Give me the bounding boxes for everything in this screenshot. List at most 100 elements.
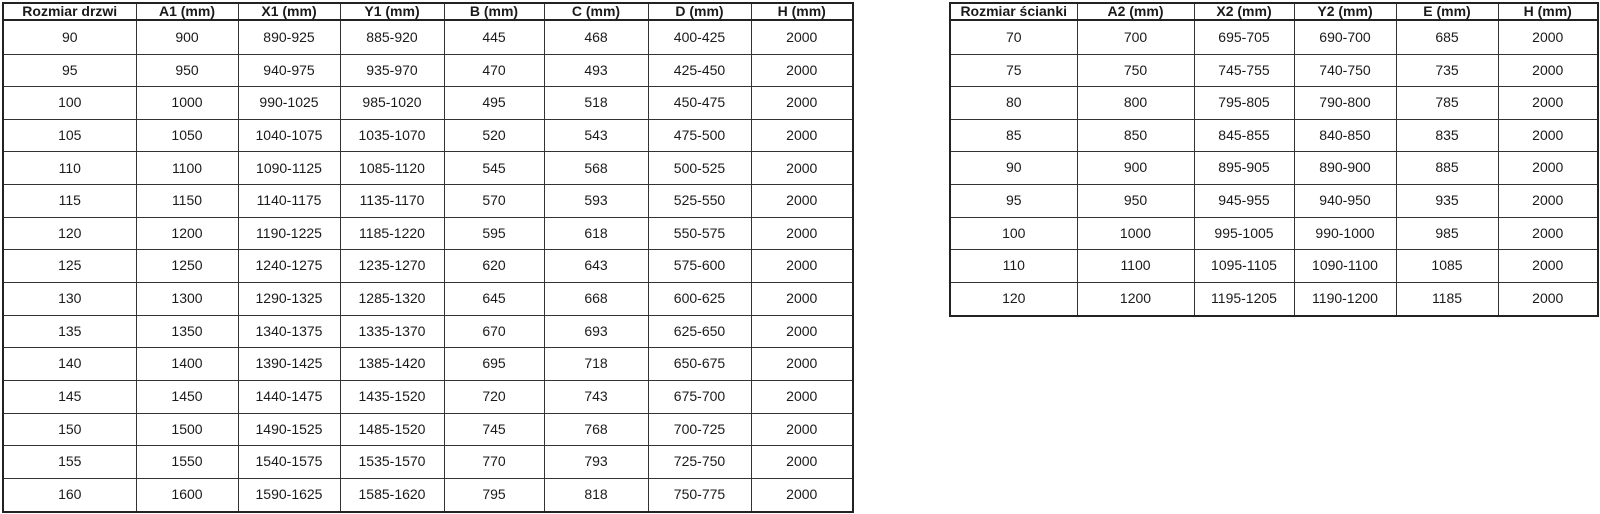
table-cell: 1000 (135, 86, 239, 120)
column-header: Rozmiar drzwi (2, 2, 137, 22)
table-cell: 695 (443, 347, 545, 381)
table-cell: 985 (1395, 216, 1499, 251)
table-cell: 1340-1375 (237, 314, 341, 349)
table-cell: 2000 (750, 151, 854, 186)
table-cell: 668 (543, 282, 649, 316)
table-cell: 1185-1220 (339, 216, 445, 251)
table-row: 155 1550 1540-1575 1535-1570 770 793 725-750 20… (2, 445, 854, 479)
table-cell: 670 (443, 314, 545, 349)
table-cell: 115 (2, 184, 137, 218)
table-cell: 1385-1420 (339, 347, 445, 381)
table-cell: 625-650 (647, 314, 752, 349)
table-cell: 2000 (750, 118, 854, 153)
table-cell: 1450 (135, 379, 239, 414)
column-header: E (mm) (1395, 2, 1499, 22)
table-cell: 935 (1395, 183, 1499, 218)
table-cell: 475-500 (647, 118, 752, 153)
column-header: A1 (mm) (135, 2, 239, 22)
header-row: Rozmiar drzwi A1 (mm) X1 (mm) Y1 (mm) B (mm)… (2, 2, 854, 22)
table-cell: 155 (2, 445, 137, 479)
table-cell: 125 (2, 249, 137, 283)
table-row: 75 750 745-755 740-750 735 2000 (949, 53, 1599, 88)
table-row: 150 1500 1490-1525 1485-1520 745 768 700-725 20… (2, 412, 854, 447)
table-cell: 795-805 (1193, 86, 1295, 120)
table-row: 125 1250 1240-1275 1235-1270 620 643 575-600 20… (2, 249, 854, 283)
table-cell: 950 (1076, 183, 1195, 218)
table-cell: 620 (443, 249, 545, 283)
table-cell: 2000 (750, 86, 854, 120)
table-cell: 575-600 (647, 249, 752, 283)
table-cell: 1300 (135, 282, 239, 316)
table-cell: 135 (2, 314, 137, 349)
table-row: 120 1200 1195-1205 1190-1200 1185 2000 (949, 281, 1599, 317)
table-cell: 95 (949, 183, 1078, 218)
table-row: 70 700 695-705 690-700 685 2000 (949, 19, 1599, 55)
table-cell: 1440-1475 (237, 379, 341, 414)
table-cell: 2000 (750, 477, 854, 513)
table-cell: 790-800 (1293, 86, 1397, 120)
column-header: H (mm) (1497, 2, 1599, 22)
table-cell: 1200 (135, 216, 239, 251)
table-cell: 900 (1076, 151, 1195, 185)
table-cell: 2000 (750, 412, 854, 447)
table-cell: 2000 (1497, 183, 1599, 218)
table-cell: 450-475 (647, 86, 752, 120)
table-cell: 1290-1325 (237, 282, 341, 316)
table-cell: 890-900 (1293, 151, 1397, 185)
column-header: D (mm) (647, 2, 752, 22)
column-header: X2 (mm) (1193, 2, 1295, 22)
table-row: 80 800 795-805 790-800 785 2000 (949, 86, 1599, 120)
header-row: Rozmiar ścianki A2 (mm) X2 (mm) Y2 (mm) E (m… (949, 2, 1599, 22)
table-cell: 695-705 (1193, 19, 1295, 55)
table-cell: 2000 (1497, 151, 1599, 185)
table-cell: 940-975 (237, 53, 341, 88)
table-row: 120 1200 1190-1225 1185-1220 595 618 550-575 20… (2, 216, 854, 251)
table-cell: 445 (443, 19, 545, 55)
table-cell: 600-625 (647, 282, 752, 316)
table-cell: 793 (543, 445, 649, 479)
table-cell: 770 (443, 445, 545, 479)
table-cell: 840-850 (1293, 118, 1397, 153)
column-header: A2 (mm) (1076, 2, 1195, 22)
table-cell: 1285-1320 (339, 282, 445, 316)
table-cell: 725-750 (647, 445, 752, 479)
table-row: 95 950 940-975 935-970 470 493 425-450 2000 (2, 53, 854, 88)
table-cell: 750 (1076, 53, 1195, 88)
table-cell: 785 (1395, 86, 1499, 120)
table-cell: 1190-1200 (1293, 281, 1397, 317)
table-cell: 120 (2, 216, 137, 251)
table-cell: 525-550 (647, 184, 752, 218)
table-cell: 593 (543, 184, 649, 218)
table-cell: 1235-1270 (339, 249, 445, 283)
table-cell: 1090-1125 (237, 151, 341, 186)
table-cell: 2000 (1497, 19, 1599, 55)
table-cell: 1135-1170 (339, 184, 445, 218)
table-cell: 835 (1395, 118, 1499, 153)
table-cell: 890-925 (237, 19, 341, 55)
table-cell: 2000 (750, 445, 854, 479)
table-cell: 1050 (135, 118, 239, 153)
table-cell: 940-950 (1293, 183, 1397, 218)
column-header: Y2 (mm) (1293, 2, 1397, 22)
table-cell: 945-955 (1193, 183, 1295, 218)
table-cell: 75 (949, 53, 1078, 88)
table-cell: 2000 (750, 314, 854, 349)
table-cell: 130 (2, 282, 137, 316)
table-row: 105 1050 1040-1075 1035-1070 520 543 475-500 20… (2, 118, 854, 153)
table-cell: 1250 (135, 249, 239, 283)
table-cell: 1400 (135, 347, 239, 381)
table-cell: 685 (1395, 19, 1499, 55)
table-cell: 85 (949, 118, 1078, 153)
door-table-body: 90 900 890-925 885-920 445 468 400-425 2000 95 95… (2, 19, 854, 513)
table-cell: 518 (543, 86, 649, 120)
table-cell: 90 (949, 151, 1078, 185)
table-cell: 2000 (1497, 86, 1599, 120)
table-cell: 520 (443, 118, 545, 153)
table-cell: 1085 (1395, 249, 1499, 283)
table-cell: 545 (443, 151, 545, 186)
table-cell: 618 (543, 216, 649, 251)
table-cell: 845-855 (1193, 118, 1295, 153)
table-row: 100 1000 990-1025 985-1020 495 518 450-475 2000 (2, 86, 854, 120)
table-cell: 70 (949, 19, 1078, 55)
wall-table-header: Rozmiar ścianki A2 (mm) X2 (mm) Y2 (mm) E (m… (949, 2, 1599, 22)
